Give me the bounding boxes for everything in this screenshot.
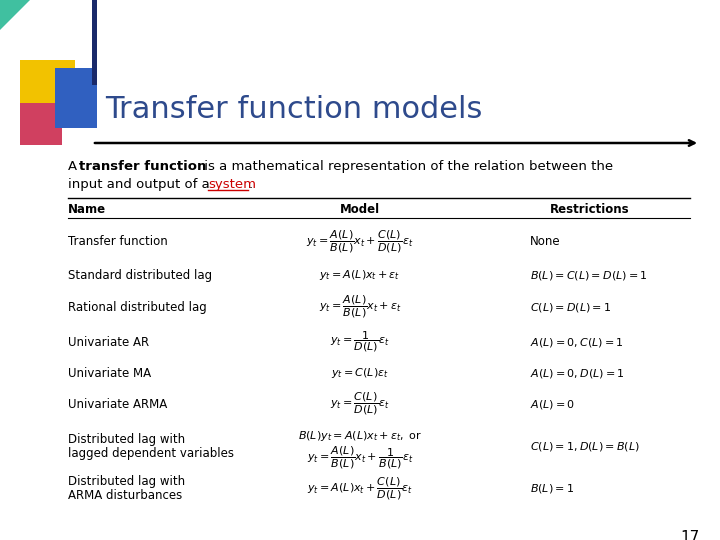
Text: Rational distributed lag: Rational distributed lag: [68, 301, 207, 314]
Text: $y_t = \dfrac{A(L)}{B(L)}x_t + \varepsilon_t$: $y_t = \dfrac{A(L)}{B(L)}x_t + \varepsil…: [319, 294, 401, 320]
Text: Distributed lag with: Distributed lag with: [68, 475, 185, 488]
Text: $A(L) = 0, D(L) = 1$: $A(L) = 0, D(L) = 1$: [530, 367, 624, 380]
Text: lagged dependent variables: lagged dependent variables: [68, 447, 234, 460]
Text: Standard distributed lag: Standard distributed lag: [68, 269, 212, 282]
Text: Univariate MA: Univariate MA: [68, 367, 151, 380]
Text: ARMA disturbances: ARMA disturbances: [68, 489, 182, 502]
Text: Restrictions: Restrictions: [550, 203, 630, 216]
Text: system: system: [208, 178, 256, 191]
Text: input and output of a: input and output of a: [68, 178, 214, 191]
Text: Model: Model: [340, 203, 380, 216]
Text: is a mathematical representation of the relation between the: is a mathematical representation of the …: [200, 160, 613, 173]
Text: None: None: [530, 235, 561, 248]
Text: $y_t = \dfrac{C(L)}{D(L)}\varepsilon_t$: $y_t = \dfrac{C(L)}{D(L)}\varepsilon_t$: [330, 391, 390, 417]
Text: $B(L)y_t = A(L)x_t + \varepsilon_t,$ or: $B(L)y_t = A(L)x_t + \varepsilon_t,$ or: [298, 429, 422, 443]
Text: $C(L) = 1, D(L) = B(L)$: $C(L) = 1, D(L) = B(L)$: [530, 440, 640, 453]
Text: $C(L) = D(L) = 1$: $C(L) = D(L) = 1$: [530, 301, 611, 314]
Text: Transfer function models: Transfer function models: [105, 95, 482, 124]
Text: $y_t = A(L)x_t + \varepsilon_t$: $y_t = A(L)x_t + \varepsilon_t$: [320, 268, 400, 282]
Text: $B(L) = C(L) = D(L) = 1$: $B(L) = C(L) = D(L) = 1$: [530, 269, 647, 282]
Text: transfer function: transfer function: [79, 160, 207, 173]
Text: Name: Name: [68, 203, 106, 216]
Text: $A(L) = 0$: $A(L) = 0$: [530, 398, 575, 411]
Polygon shape: [0, 0, 30, 30]
Text: 17: 17: [680, 530, 700, 540]
Bar: [20, 60, 75, 115]
Text: Univariate ARMA: Univariate ARMA: [68, 398, 167, 411]
Text: $y_t = \dfrac{A(L)}{B(L)}x_t + \dfrac{C(L)}{D(L)}\varepsilon_t$: $y_t = \dfrac{A(L)}{B(L)}x_t + \dfrac{C(…: [306, 228, 414, 255]
Text: $y_t = \dfrac{1}{D(L)}\varepsilon_t$: $y_t = \dfrac{1}{D(L)}\varepsilon_t$: [330, 330, 390, 354]
Text: $B(L) = 1$: $B(L) = 1$: [530, 482, 574, 495]
Bar: [55, 68, 97, 128]
Text: Univariate AR: Univariate AR: [68, 336, 149, 349]
Text: .: .: [249, 178, 253, 191]
Text: $y_t = C(L)\varepsilon_t$: $y_t = C(L)\varepsilon_t$: [331, 366, 389, 380]
Text: A: A: [68, 160, 81, 173]
Text: Distributed lag with: Distributed lag with: [68, 433, 185, 446]
Text: Transfer function: Transfer function: [68, 235, 168, 248]
Bar: [20, 103, 62, 145]
Bar: [92, 0, 97, 85]
Text: $y_t = A(L)x_t + \dfrac{C(L)}{D(L)}\varepsilon_t$: $y_t = A(L)x_t + \dfrac{C(L)}{D(L)}\vare…: [307, 476, 413, 502]
Text: $y_t = \dfrac{A(L)}{B(L)}x_t + \dfrac{1}{B(L)}\varepsilon_t$: $y_t = \dfrac{A(L)}{B(L)}x_t + \dfrac{1}…: [307, 445, 413, 471]
Text: $A(L) = 0, C(L) = 1$: $A(L) = 0, C(L) = 1$: [530, 336, 624, 349]
